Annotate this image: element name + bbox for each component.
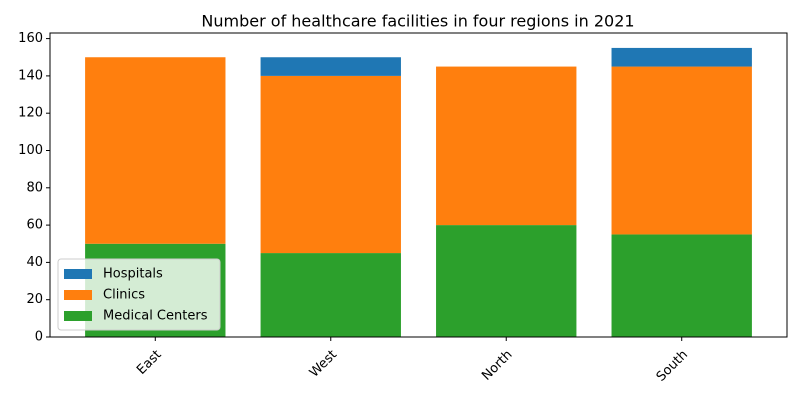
y-tick-label: 160 [18,31,43,46]
chart-title: Number of healthcare facilities in four … [201,12,634,31]
y-tick-label: 140 [18,68,43,83]
y-tick-label: 80 [26,180,43,195]
legend-swatch [64,269,92,279]
x-tick-label: West [307,347,340,380]
legend-swatch [64,290,92,300]
x-tick-label: South [654,347,691,384]
bar-segment [436,225,577,337]
legend-label: Medical Centers [103,309,208,324]
bar-segment [611,47,752,67]
y-tick-label: 60 [26,218,43,233]
y-tick-label: 20 [26,292,43,307]
bar-segment [436,66,577,226]
legend-swatch [64,311,92,321]
legend-label: Hospitals [103,267,163,282]
legend-box [57,258,221,331]
bar-segment [260,57,401,76]
y-tick-label: 40 [26,255,43,270]
bar-segment [611,234,752,337]
y-tick-label: 120 [18,106,43,121]
legend: Hospitals Clinics Medical Centers [57,258,221,331]
x-tick-label: North [479,347,515,383]
x-tick-label: East [134,347,164,377]
axes-frame [49,32,788,338]
y-tick-label: 0 [35,330,43,345]
bar-segment [85,57,226,244]
bar-segment [611,66,752,235]
legend-label: Clinics [103,288,145,303]
bar-segment [260,75,401,254]
y-tick-label: 100 [18,143,43,158]
bar-segment [260,253,401,337]
